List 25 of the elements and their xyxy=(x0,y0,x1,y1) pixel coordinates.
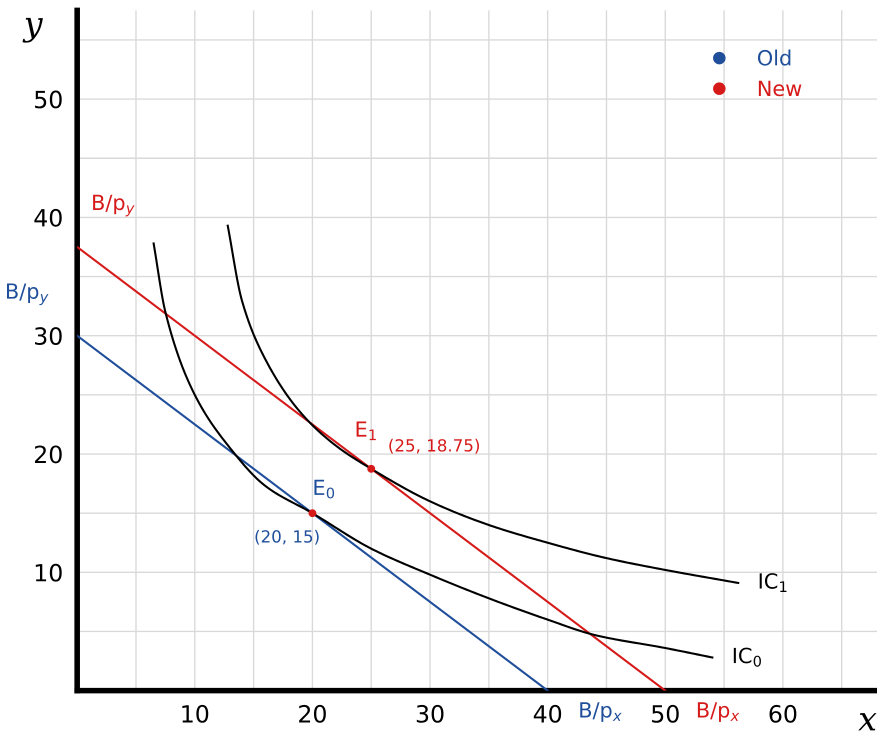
annotation: E$_{1}$ xyxy=(356,421,376,440)
legend-label: Old xyxy=(758,50,790,66)
y-tick-label: 10 xyxy=(36,564,62,582)
x-tick-label: 30 xyxy=(416,704,444,723)
annotation: (20, 15) xyxy=(256,530,319,545)
annotation: B/p$_{y}$ xyxy=(7,283,48,306)
legend-label: New xyxy=(758,80,802,96)
y-axis-title: y xyxy=(22,18,43,43)
x-tick-label: 40 xyxy=(534,704,562,723)
y-tick-label: 40 xyxy=(34,208,62,227)
annotation: B/p$_{x}$ xyxy=(698,702,740,722)
y-tick-label: 20 xyxy=(34,445,62,464)
annotation: IC$_{0}$ xyxy=(734,648,761,667)
x-tick-label: 50 xyxy=(652,704,679,723)
annotation: B/p$_{x}$ xyxy=(580,702,622,722)
x-tick-label: 20 xyxy=(299,704,326,723)
y-tick-label: 30 xyxy=(35,327,62,346)
x-tick-label: 60 xyxy=(770,704,796,723)
annotation: E$_{0}$ xyxy=(314,480,334,499)
annotation: B/p$_{y}$ xyxy=(93,194,135,216)
x-tick-label: 10 xyxy=(182,704,208,723)
annotation: (25, 18.75) xyxy=(389,438,479,454)
annotation: IC$_{1}$ xyxy=(760,573,786,592)
y-tick-label: 50 xyxy=(35,90,62,108)
x-axis-title: x xyxy=(858,713,877,730)
